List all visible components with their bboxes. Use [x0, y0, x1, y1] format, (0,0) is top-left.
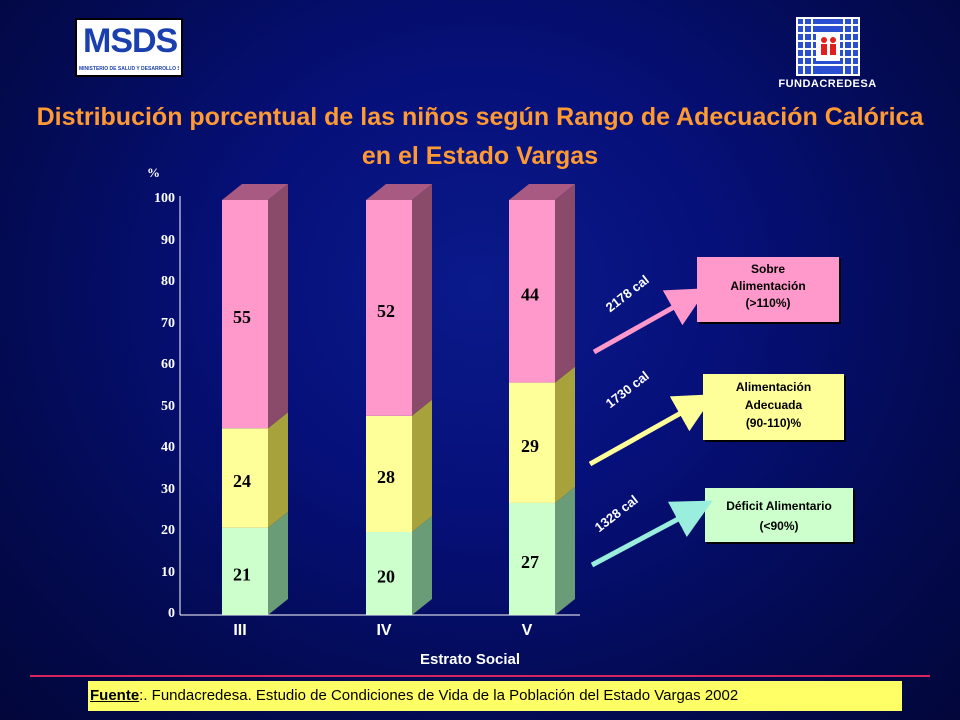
data-label-adecuada-IV: 28	[377, 467, 395, 487]
bar-side-adecuada-IV	[412, 399, 432, 532]
legend-adecuada-line2: Adecuada	[744, 398, 803, 412]
data-label-adecuada-III: 24	[233, 471, 251, 491]
legend-deficit-line2: (<90%)	[759, 519, 799, 533]
bar-adecuada-III	[222, 428, 268, 528]
legend-deficit-alimentario: Déficit Alimentario (<90%)	[705, 488, 853, 542]
bar-side-adecuada-V	[555, 366, 575, 503]
arrow-sobre	[592, 288, 708, 355]
y-axis-label: %	[147, 165, 160, 180]
legend-adecuada-line3: (90-110)%	[745, 416, 802, 430]
arrow-deficit	[590, 500, 713, 568]
bar-top-IV	[366, 184, 432, 200]
bar-deficit-III	[222, 527, 268, 615]
bar-deficit-V	[509, 502, 555, 615]
bar-top-V	[509, 184, 575, 200]
legend-sobre-alimentacion: Sobre Alimentación (>110%)	[697, 257, 839, 322]
y-tick-label: 60	[161, 357, 175, 372]
legend-sobre-line1: Sobre	[750, 262, 785, 276]
chart-title-line1: Distribución porcentual de las niños seg…	[36, 103, 924, 131]
arrow-adecuada	[588, 394, 715, 467]
x-tick-label: V	[521, 622, 533, 639]
footer-label: Fuente	[90, 687, 140, 704]
y-tick-label: 80	[161, 274, 175, 289]
bar-sobre-III	[222, 200, 268, 429]
y-tick-label: 20	[161, 523, 175, 538]
legend-adecuada-line1: Alimentación	[735, 380, 812, 394]
bar-side-sobre-III	[268, 184, 288, 429]
y-tick-label: 30	[161, 481, 175, 497]
data-label-sobre-V: 44	[521, 284, 539, 304]
data-label-deficit-III: 21	[233, 564, 251, 584]
bar-top-III	[222, 184, 288, 200]
footer-text: :. Fundacredesa. Estudio de Condiciones …	[139, 687, 739, 704]
y-tick-label: 10	[161, 564, 175, 580]
bar-side-sobre-IV	[412, 184, 432, 416]
y-tick-label: 50	[161, 398, 175, 414]
y-tick-label: 90	[161, 232, 175, 248]
bar-deficit-IV	[366, 532, 412, 615]
source-footer: Fuente:. Fundacredesa. Estudio de Condic…	[88, 681, 902, 711]
footer-divider	[30, 675, 930, 677]
chart-title-line2: en el Estado Vargas	[361, 142, 599, 170]
y-tick-label: 70	[161, 315, 175, 331]
bar-sobre-IV	[366, 200, 412, 416]
bar-side-deficit-V	[555, 486, 575, 615]
fundacredesa-logo	[796, 17, 860, 76]
legend-sobre-line3: (>110%)	[745, 296, 791, 310]
y-tick-label: 40	[161, 440, 175, 455]
msds-logo-text: MSDS	[83, 22, 178, 60]
bar-adecuada-IV	[366, 415, 412, 532]
y-tick-label: 100	[154, 191, 175, 206]
fundacredesa-label: FUNDACREDESA	[778, 78, 877, 90]
msds-logo-subtitle: MINISTERIO DE SALUD Y DESARROLLO SOCIAL	[79, 66, 179, 72]
bar-side-deficit-IV	[412, 516, 432, 615]
data-label-deficit-V: 27	[521, 552, 539, 572]
legend-deficit-line1: Déficit Alimentario	[726, 499, 832, 513]
x-tick-label: IV	[376, 622, 392, 639]
bar-side-adecuada-III	[268, 412, 288, 528]
x-axis-title: Estrato Social	[419, 651, 521, 668]
legend-sobre-line2: Alimentación	[730, 279, 806, 293]
x-tick-label: III	[233, 622, 247, 639]
y-tick-label: 0	[168, 606, 175, 621]
data-label-sobre-III: 55	[233, 307, 251, 327]
data-label-sobre-IV: 52	[377, 301, 395, 321]
bar-sobre-V	[509, 200, 555, 383]
data-label-adecuada-V: 29	[521, 436, 539, 456]
legend-alimentacion-adecuada: Alimentación Adecuada (90-110)%	[703, 374, 844, 440]
msds-logo: MSDS MINISTERIO DE SALUD Y DESARROLLO SO…	[75, 18, 183, 77]
bar-side-sobre-V	[555, 184, 575, 383]
data-label-deficit-IV: 20	[377, 567, 395, 587]
bar-adecuada-V	[509, 382, 555, 503]
bar-side-deficit-III	[268, 511, 288, 615]
